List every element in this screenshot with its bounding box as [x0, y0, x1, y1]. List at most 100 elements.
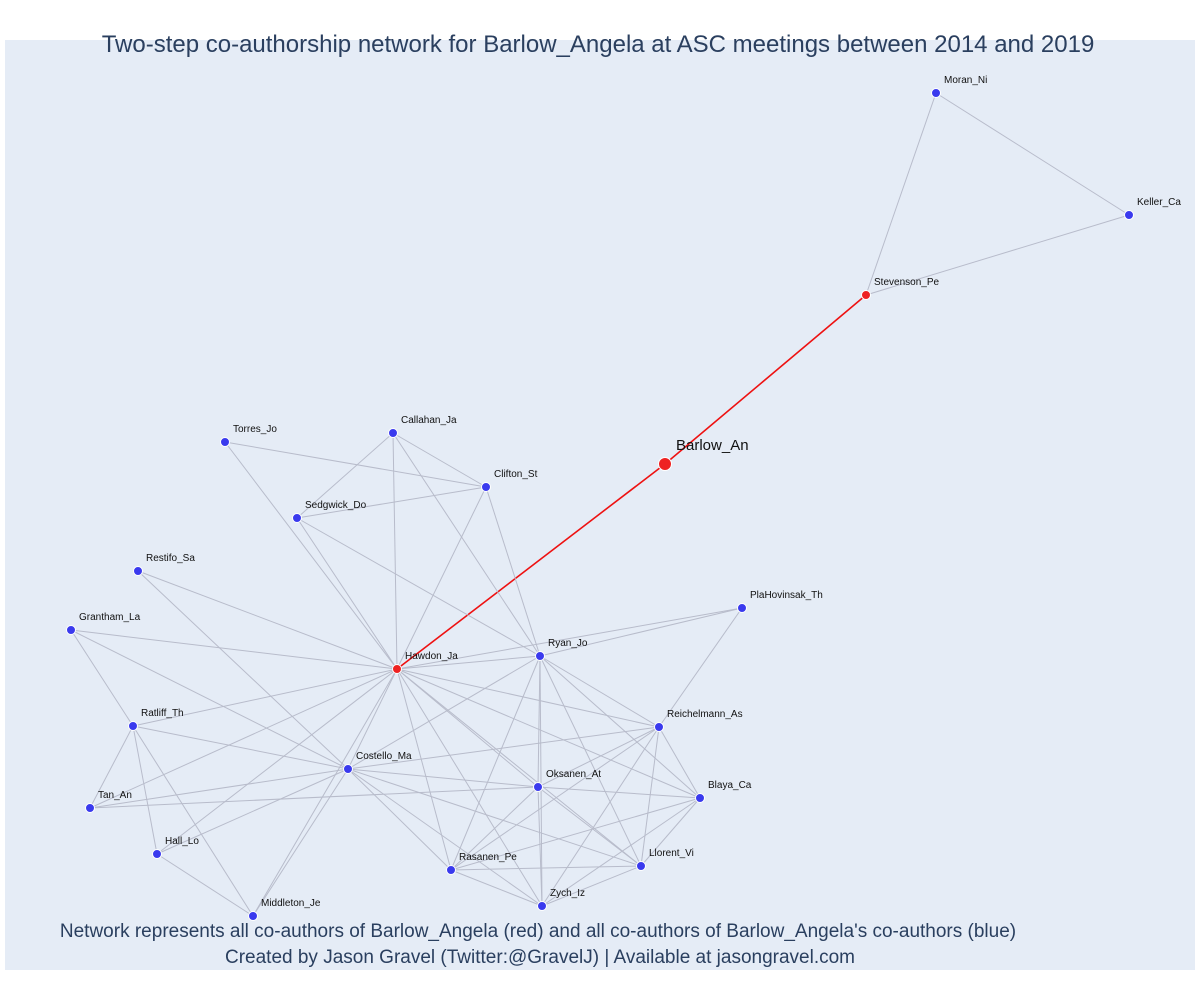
node-label: Barlow_An — [676, 437, 749, 454]
node-marker[interactable] — [535, 651, 545, 661]
node-Sedgwick_Do[interactable]: Sedgwick_Do — [292, 500, 367, 523]
edge-Ratliff_Th-Tan_An — [89, 725, 134, 809]
node-marker[interactable] — [931, 88, 941, 98]
edge-Barlow_An-Hawdon_Ja — [396, 463, 666, 670]
node-marker[interactable] — [636, 861, 646, 871]
node-Clifton_St[interactable]: Clifton_St — [481, 469, 538, 492]
node-marker[interactable] — [133, 566, 143, 576]
edge-Rasanen_Pe-Llorent_Vi — [450, 865, 642, 871]
edge-Callahan_Ja-Hawdon_Ja — [392, 432, 398, 670]
plot-background — [5, 40, 1195, 970]
edge-Torres_Jo-Hawdon_Ja — [224, 441, 398, 670]
node-Torres_Jo[interactable]: Torres_Jo — [220, 424, 278, 447]
node-marker[interactable] — [128, 721, 138, 731]
node-marker[interactable] — [220, 437, 230, 447]
edge-Blaya_Ca-Rasanen_Pe — [450, 797, 701, 871]
edge-Barlow_An-Stevenson_Pe — [664, 294, 867, 465]
node-Rasanen_Pe[interactable]: Rasanen_Pe — [446, 852, 518, 875]
node-marker[interactable] — [654, 722, 664, 732]
edge-Hawdon_Ja-Tan_An — [89, 668, 398, 809]
footer-note: Network represents all co-authors of Bar… — [60, 921, 1016, 942]
node-marker[interactable] — [343, 764, 353, 774]
node-label: Reichelmann_As — [667, 709, 743, 720]
edge-Tan_An-Oksanen_At — [89, 786, 539, 809]
edge-Torres_Jo-Clifton_St — [224, 441, 487, 488]
node-label: Grantham_La — [79, 612, 141, 623]
node-marker[interactable] — [66, 625, 76, 635]
node-marker[interactable] — [658, 457, 672, 471]
node-marker[interactable] — [737, 603, 747, 613]
node-Callahan_Ja[interactable]: Callahan_Ja — [388, 415, 458, 438]
node-marker[interactable] — [292, 513, 302, 523]
edge-Grantham_La-Ratliff_Th — [70, 629, 134, 727]
edge-Ryan_Jo-Zych_Iz — [539, 655, 543, 907]
node-Llorent_Vi[interactable]: Llorent_Vi — [636, 848, 694, 871]
edge-Reichelmann_As-Llorent_Vi — [640, 726, 660, 867]
node-Blaya_Ca[interactable]: Blaya_Ca — [695, 780, 752, 803]
node-marker[interactable] — [537, 901, 547, 911]
edge-Reichelmann_As-Oksanen_At — [537, 726, 660, 788]
edge-Clifton_St-Sedgwick_Do — [296, 486, 487, 519]
edge-Hawdon_Ja-Blaya_Ca — [396, 668, 701, 799]
node-Oksanen_At[interactable]: Oksanen_At — [533, 769, 602, 792]
node-Stevenson_Pe[interactable]: Stevenson_Pe — [861, 277, 940, 300]
node-marker[interactable] — [446, 865, 456, 875]
edge-Blaya_Ca-Llorent_Vi — [640, 797, 701, 867]
edge-Hawdon_Ja-Ryan_Jo — [396, 655, 541, 670]
edge-Oksanen_At-Rasanen_Pe — [450, 786, 539, 871]
node-Grantham_La[interactable]: Grantham_La — [66, 612, 141, 635]
node-label: Hawdon_Ja — [405, 651, 458, 662]
node-label: Hall_Lo — [165, 836, 199, 847]
node-label: Sedgwick_Do — [305, 500, 367, 511]
edge-Costello_Ma-Oksanen_At — [347, 768, 539, 788]
node-marker[interactable] — [248, 911, 258, 921]
node-marker[interactable] — [861, 290, 871, 300]
node-Barlow_An[interactable]: Barlow_An — [658, 437, 749, 471]
node-marker[interactable] — [695, 793, 705, 803]
node-Zych_Iz[interactable]: Zych_Iz — [537, 888, 586, 911]
edge-Grantham_La-Costello_Ma — [70, 629, 349, 770]
edge-Hawdon_Ja-Oksanen_At — [396, 668, 539, 788]
node-label: Keller_Ca — [1137, 197, 1181, 208]
node-label: Callahan_Ja — [401, 415, 457, 426]
node-label: Llorent_Vi — [649, 848, 694, 859]
node-label: Moran_Ni — [944, 75, 987, 86]
node-Costello_Ma[interactable]: Costello_Ma — [343, 751, 413, 774]
node-label: Ryan_Jo — [548, 638, 588, 649]
node-marker[interactable] — [481, 482, 491, 492]
node-marker[interactable] — [1124, 210, 1134, 220]
edge-layer — [70, 92, 1130, 917]
node-Ratliff_Th[interactable]: Ratliff_Th — [128, 708, 184, 731]
node-marker[interactable] — [533, 782, 543, 792]
edge-Restifo_Sa-Hawdon_Ja — [137, 570, 398, 670]
edge-Moran_Ni-Keller_Ca — [935, 92, 1130, 216]
node-Tan_An[interactable]: Tan_An — [85, 790, 132, 813]
edge-Callahan_Ja-Sedgwick_Do — [296, 432, 394, 519]
edge-Hawdon_Ja-Reichelmann_As — [396, 668, 660, 728]
node-marker[interactable] — [152, 849, 162, 859]
node-marker[interactable] — [392, 664, 402, 674]
edge-Costello_Ma-Middleton_Je — [252, 768, 349, 917]
edge-Hawdon_Ja-Hall_Lo — [156, 668, 398, 855]
edge-PlaHovinsak_Th-Reichelmann_As — [658, 607, 743, 728]
node-Ryan_Jo[interactable]: Ryan_Jo — [535, 638, 588, 661]
node-Keller_Ca[interactable]: Keller_Ca — [1124, 197, 1182, 220]
node-Middleton_Je[interactable]: Middleton_Je — [248, 898, 321, 921]
edge-Ratliff_Th-Middleton_Je — [132, 725, 254, 917]
node-label: Middleton_Je — [261, 898, 321, 909]
node-label: Ratliff_Th — [141, 708, 184, 719]
node-label: Rasanen_Pe — [459, 852, 517, 863]
node-Reichelmann_As[interactable]: Reichelmann_As — [654, 709, 743, 732]
node-Restifo_Sa[interactable]: Restifo_Sa — [133, 553, 196, 576]
node-PlaHovinsak_Th[interactable]: PlaHovinsak_Th — [737, 590, 823, 613]
edge-Hall_Lo-Middleton_Je — [156, 853, 254, 917]
node-marker[interactable] — [85, 803, 95, 813]
node-Moran_Ni[interactable]: Moran_Ni — [931, 75, 988, 98]
node-label: Clifton_St — [494, 469, 538, 480]
node-label: PlaHovinsak_Th — [750, 590, 823, 601]
node-marker[interactable] — [388, 428, 398, 438]
node-Hawdon_Ja[interactable]: Hawdon_Ja — [392, 651, 459, 674]
node-Hall_Lo[interactable]: Hall_Lo — [152, 836, 200, 859]
edge-Ratliff_Th-Hall_Lo — [132, 725, 158, 855]
